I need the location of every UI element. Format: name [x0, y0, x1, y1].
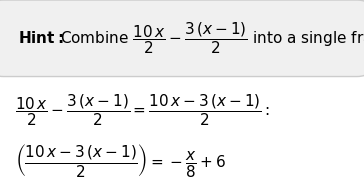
- Text: $\left(\dfrac{10\,x - 3\,(x-1)}{2}\right) = -\dfrac{x}{8} + 6$: $\left(\dfrac{10\,x - 3\,(x-1)}{2}\right…: [15, 142, 226, 178]
- Text: $\mathbf{Hint:}$: $\mathbf{Hint:}$: [18, 30, 64, 46]
- Text: $\dfrac{10\,x}{2} - \dfrac{3\,(x-1)}{2} = \dfrac{10\,x - 3\,(x-1)}{2}:$: $\dfrac{10\,x}{2} - \dfrac{3\,(x-1)}{2} …: [15, 93, 270, 128]
- FancyBboxPatch shape: [0, 0, 364, 77]
- Text: Combine $\dfrac{10\,x}{2} - \dfrac{3\,(x-1)}{2}$ into a single fraction.: Combine $\dfrac{10\,x}{2} - \dfrac{3\,(x…: [60, 20, 364, 56]
